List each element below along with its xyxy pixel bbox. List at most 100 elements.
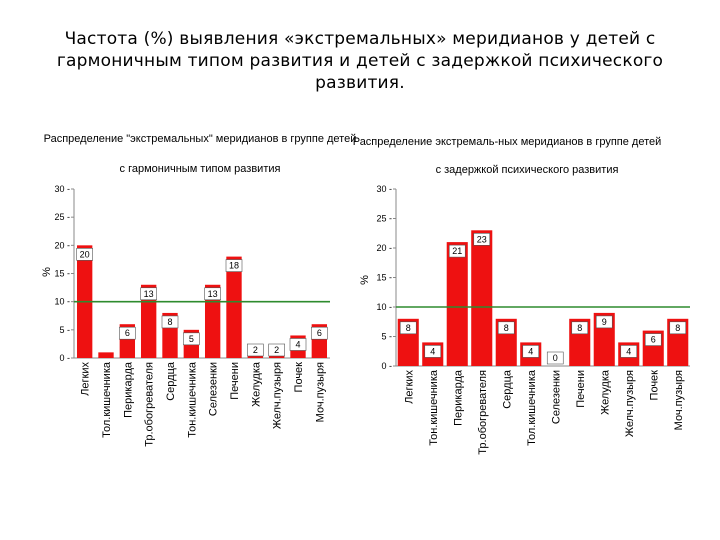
category-label: Печени (575, 370, 587, 408)
bar (140, 284, 157, 358)
category-label: Моч.пузыря (673, 370, 685, 430)
data-label: 13 (144, 289, 154, 299)
category-label: Легких (403, 370, 415, 404)
category-label: Перикарда (452, 369, 464, 426)
data-label-box (644, 333, 662, 346)
category-label: Желч.пузыря (272, 362, 284, 429)
data-label-box (546, 351, 564, 365)
slide-title: Частота (%) выявления «экстремальных» ме… (56, 29, 664, 93)
data-label: 8 (577, 323, 582, 333)
data-label-box (620, 345, 638, 358)
y-tick-label: 25 - (376, 214, 392, 224)
data-label-box (497, 321, 515, 335)
data-label-box (247, 343, 264, 357)
chart-title: Распределение экстремаль-ных меридианов … (353, 136, 662, 148)
axes: 0 - 5 - 10 - 15 - 20 - 25 - 30 - (54, 184, 330, 363)
category-label: Почек (293, 362, 305, 393)
data-label-box (595, 315, 613, 329)
chart-subtitle: с гармоничным типом развития (120, 163, 281, 175)
category-label: Тр.обогревателя (144, 362, 156, 447)
y-tick-label: 5 - (59, 325, 70, 335)
y-axis-label: % (41, 267, 53, 277)
data-label-box (522, 345, 540, 358)
category-label: Печени (229, 362, 241, 400)
chart-title: Распределение "экстремальных" меридианов… (44, 133, 357, 145)
data-label: 4 (528, 346, 533, 356)
data-label: 4 (626, 346, 631, 356)
y-tick-label: 15 - (376, 273, 392, 283)
category-label: Тон.кишечника (428, 369, 440, 446)
data-label: 8 (504, 323, 509, 333)
data-label-box (268, 343, 285, 357)
y-tick-label: 20 - (376, 243, 392, 253)
data-label-box (76, 248, 93, 261)
data-label: 6 (651, 335, 656, 345)
data-label-box (289, 338, 307, 351)
data-label: 2 (253, 345, 258, 355)
bars: 8 Легких 4 Тон.кишечника 21 Перикарда 23 Тр.обо… (396, 230, 690, 455)
data-label-box (473, 233, 491, 246)
data-label-box (140, 287, 157, 301)
bar (446, 242, 468, 366)
data-label: 21 (452, 246, 462, 256)
category-label: Желудка (599, 369, 611, 415)
y-tick-label: 15 - (54, 269, 70, 279)
y-tick-label: 30 - (54, 184, 70, 194)
y-tick-label: 10 - (54, 297, 70, 307)
data-label-box (183, 332, 200, 346)
data-label-box (424, 345, 442, 358)
y-tick-label: 20 - (54, 240, 70, 250)
data-label-box (448, 244, 466, 258)
category-label: Сердца (165, 361, 177, 401)
data-label: 4 (430, 346, 435, 356)
y-tick-label: 0 - (59, 353, 70, 363)
y-tick-label: 10 - (376, 302, 392, 312)
category-label: Почек (648, 370, 660, 401)
data-label: 13 (208, 289, 218, 299)
data-label: 18 (229, 261, 239, 271)
category-label: Сердца (501, 369, 513, 409)
data-label-box (204, 287, 221, 301)
category-label: Желч.пузыря (624, 370, 636, 437)
category-label: Моч.пузыря (314, 362, 326, 422)
data-label: 6 (317, 328, 322, 338)
data-label: 8 (167, 317, 172, 327)
data-label: 5 (189, 334, 194, 344)
data-label-box (399, 321, 417, 335)
bars: 20 Легких Тол.кишечника 6 Перикарда 13 Тр.обог… (74, 245, 330, 447)
data-label: 4 (295, 339, 300, 349)
data-label: 23 (477, 234, 487, 244)
data-label-box (571, 321, 589, 335)
category-label: Легких (80, 362, 92, 396)
category-label: Тр.обогревателя (477, 370, 489, 455)
data-label-box (225, 259, 243, 272)
data-label: 6 (125, 328, 130, 338)
data-label: 20 (80, 249, 90, 259)
data-label-box (311, 326, 328, 340)
category-label: Перикарда (122, 361, 134, 418)
data-label: 2 (274, 345, 279, 355)
chart-subtitle: с задержкой психического развития (436, 164, 619, 176)
bar (471, 230, 493, 366)
category-label: Желудка (250, 361, 262, 407)
data-label-box (669, 321, 687, 335)
bar (226, 256, 242, 358)
data-label: 8 (675, 323, 680, 333)
y-tick-label: 5 - (381, 332, 392, 342)
y-tick-label: 30 - (376, 184, 392, 194)
data-label-box (161, 315, 179, 329)
category-label: Тол.кишечника (526, 369, 538, 446)
y-axis-label: % (359, 275, 371, 285)
y-tick-label: 0 - (381, 361, 392, 371)
category-label: Селезенки (208, 362, 220, 416)
y-tick-label: 25 - (54, 212, 70, 222)
bar (98, 352, 114, 358)
bar (204, 284, 221, 358)
category-label: Тон.кишечника (186, 361, 198, 438)
data-label: 8 (406, 323, 411, 333)
axes: 0 - 5 - 10 - 15 - 20 - 25 - 30 - (376, 184, 690, 371)
category-label: Тол.кишечника (101, 361, 113, 438)
data-label: 0 (553, 353, 558, 363)
